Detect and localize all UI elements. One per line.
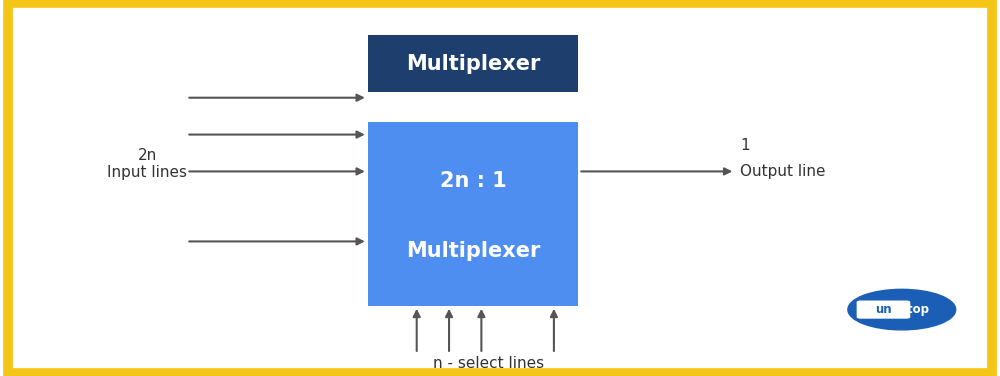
Ellipse shape — [848, 290, 956, 330]
FancyBboxPatch shape — [368, 122, 578, 306]
Text: n - select lines: n - select lines — [433, 356, 544, 370]
Text: 2n : 1: 2n : 1 — [440, 171, 506, 191]
Text: un: un — [875, 303, 892, 316]
Text: 1: 1 — [740, 138, 750, 153]
Text: Multiplexer: Multiplexer — [406, 54, 540, 74]
FancyBboxPatch shape — [368, 35, 578, 92]
Text: Output line: Output line — [740, 164, 826, 179]
Text: Multiplexer: Multiplexer — [406, 241, 540, 261]
Text: 2n
Input lines: 2n Input lines — [107, 148, 187, 180]
FancyBboxPatch shape — [857, 300, 910, 319]
Text: stop: stop — [901, 303, 930, 316]
